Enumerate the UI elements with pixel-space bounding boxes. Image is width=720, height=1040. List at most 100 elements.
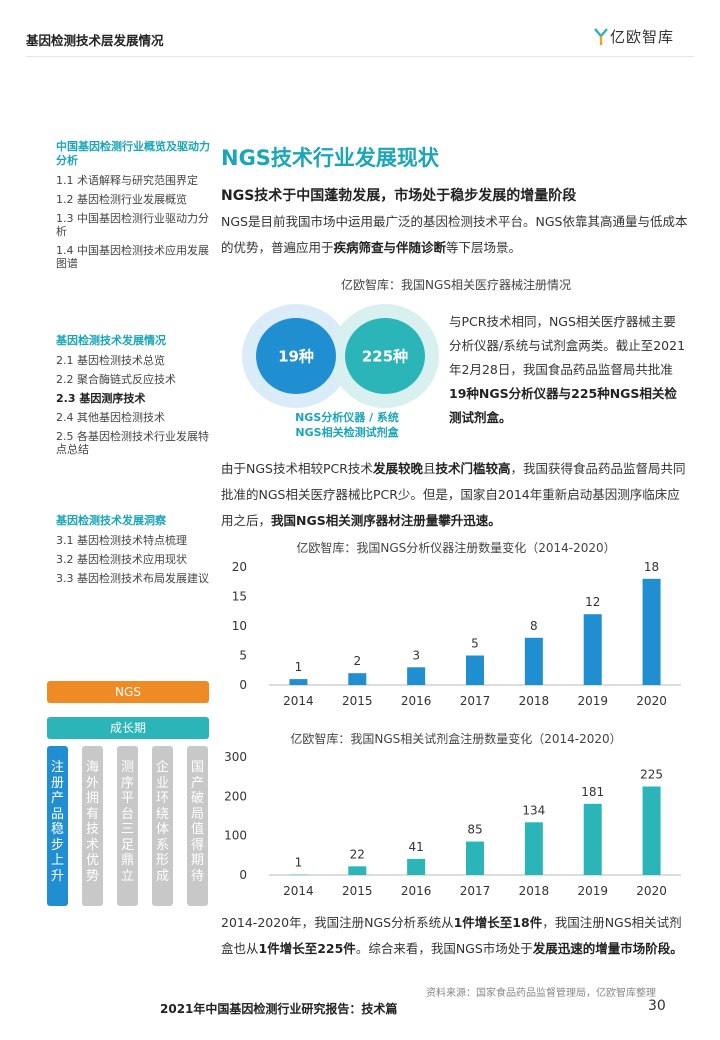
x-tick-label: 2014 — [283, 884, 314, 898]
y-tick-label: 0 — [239, 868, 247, 882]
bar — [466, 655, 484, 685]
sidebar-section-1: 中国基因检测行业概览及驱动力分析 1.1 术语解释与研究范围界定 1.2 基因检… — [56, 140, 211, 270]
sidebar-heading[interactable]: 中国基因检测行业概览及驱动力分析 — [56, 140, 210, 167]
page-number: 30 — [648, 998, 666, 1014]
sidebar-item[interactable]: 2.2 聚合酶链式反应技术 — [56, 373, 176, 386]
data-label: 18 — [644, 560, 659, 574]
bar — [524, 637, 543, 685]
feature-column: 注册产品稳步上升 — [47, 746, 68, 906]
source-note: 资料来源：国家食品药品监督管理局，亿欧智库整理 — [426, 988, 656, 999]
x-tick-label: 2016 — [401, 884, 432, 898]
x-tick-label: 2017 — [460, 884, 491, 898]
x-tick-label: 2015 — [342, 884, 373, 898]
bar — [289, 679, 308, 685]
x-tick-label: 2019 — [577, 884, 608, 898]
paragraph-3: 2014-2020年，我国注册NGS分析系统从1件增长至18件，我国注册NGS相… — [221, 915, 683, 956]
x-tick-label: 2020 — [636, 694, 667, 708]
sidebar-item[interactable]: 2.5 各基因检测技术行业发展特点总结 — [56, 430, 209, 456]
data-label: 134 — [522, 803, 545, 817]
feature-column: 企业环绕体系形成 — [152, 746, 173, 906]
chart2-title: 亿欧智库：我国NGS相关试剂盒注册数量变化（2014-2020） — [290, 732, 622, 746]
sidebar-item[interactable]: 2.4 其他基因检测技术 — [56, 411, 165, 424]
bar — [289, 874, 308, 876]
x-tick-label: 2018 — [519, 694, 550, 708]
x-tick-label: 2017 — [460, 694, 491, 708]
sidebar-item[interactable]: 1.4 中国基因检测技术应用发展图谱 — [56, 244, 209, 270]
y-tick-label: 5 — [239, 649, 247, 663]
venn-text: 与PCR技术相同，NGS相关医疗器械主要分析仪器/系统与试剂盒两类。截止至202… — [449, 314, 686, 425]
venn-legend-reagent: NGS相关检测试剂盒 — [295, 426, 399, 439]
bar — [524, 822, 543, 875]
chart1-title: 亿欧智库：我国NGS分析仪器注册数量变化（2014-2020） — [296, 541, 616, 555]
header-title: 基因检测技术层发展情况 — [26, 33, 164, 48]
feature-column: 测序平台三足鼎立 — [117, 746, 138, 906]
sidebar-item[interactable]: 2.1 基因检测技术总览 — [56, 354, 165, 367]
section-title: NGS技术行业发展现状 — [221, 146, 439, 170]
header-divider — [26, 56, 694, 57]
venn-legend: NGS分析仪器 / 系统 NGS相关检测试剂盒 — [262, 410, 432, 440]
sidebar-item-active[interactable]: 2.3 基因测序技术 — [56, 392, 146, 405]
sidebar-section-3: 基因检测技术发展洞察 3.1 基因检测技术特点梳理 3.2 基因检测技术应用现状… — [56, 514, 211, 585]
chart-instrument-registrations: 0 5 10 15 20 1 2014 2 2015 3 2016 5 2017 8 2018 12 2019 1… — [232, 560, 681, 708]
bar — [583, 803, 602, 875]
x-tick-label: 2018 — [519, 884, 550, 898]
feature-column: 国产破局值得期待 — [187, 746, 208, 906]
sidebar-item[interactable]: 1.2 基因检测行业发展概览 — [56, 193, 187, 206]
bar — [466, 841, 484, 875]
paragraph-2: 由于NGS技术相较PCR技术发展较晚且技术门槛较高，我国获得食品药品监督局共同批… — [221, 461, 686, 528]
data-label: 1 — [295, 660, 303, 674]
data-label: 12 — [585, 595, 600, 609]
x-tick-label: 2020 — [636, 884, 667, 898]
logo-text: 亿欧智库 — [610, 28, 675, 46]
venn-right-circle: 225种 — [345, 318, 425, 394]
logo-icon — [594, 27, 608, 45]
venn-caption: 亿欧智库：我国NGS相关医疗器械注册情况 — [341, 278, 571, 292]
footer-title: 2021年中国基因检测行业研究报告：技术篇 — [160, 1002, 398, 1016]
bar — [583, 614, 602, 685]
x-tick-label: 2015 — [342, 694, 373, 708]
data-label: 85 — [467, 823, 482, 837]
x-tick-label: 2019 — [577, 694, 608, 708]
data-label: 2 — [353, 654, 361, 668]
sidebar-item[interactable]: 3.2 基因检测技术应用现状 — [56, 553, 187, 566]
y-tick-label: 200 — [224, 789, 247, 803]
sidebar-heading[interactable]: 基因检测技术发展洞察 — [56, 514, 166, 527]
venn-left-circle: 19种 — [256, 318, 336, 394]
section-subhead: NGS技术于中国蓬勃发展，市场处于稳步发展的增量阶段 — [221, 188, 577, 204]
bar — [348, 866, 367, 875]
venn-left-value: 19种 — [278, 347, 314, 366]
data-label: 225 — [640, 768, 663, 782]
bar — [642, 786, 661, 875]
feature-column: 海外拥有技术优势 — [82, 746, 103, 906]
sidebar-item[interactable]: 3.1 基因检测技术特点梳理 — [56, 534, 187, 547]
venn-right-value: 225种 — [361, 347, 409, 366]
y-tick-label: 10 — [232, 619, 247, 633]
sidebar-item[interactable]: 1.1 术语解释与研究范围界定 — [56, 174, 198, 187]
sidebar-item[interactable]: 3.3 基因检测技术布局发展建议 — [56, 572, 209, 585]
sidebar-heading[interactable]: 基因检测技术发展情况 — [56, 334, 166, 347]
data-label: 181 — [581, 785, 604, 799]
data-label: 22 — [350, 847, 365, 861]
sidebar-section-2: 基因检测技术发展情况 2.1 基因检测技术总览 2.2 聚合酶链式反应技术 2.… — [56, 334, 211, 456]
y-tick-label: 100 — [224, 829, 247, 843]
bar — [642, 578, 661, 685]
data-label: 8 — [530, 619, 538, 633]
x-tick-label: 2014 — [283, 694, 314, 708]
venn-legend-instrument: NGS分析仪器 / 系统 — [295, 411, 399, 424]
y-tick-label: 20 — [232, 560, 247, 574]
y-tick-label: 0 — [239, 678, 247, 692]
ngs-tag: NGS — [47, 681, 209, 703]
sidebar-item[interactable]: 1.3 中国基因检测行业驱动力分析 — [56, 212, 209, 238]
data-label: 5 — [471, 637, 479, 651]
bar — [407, 858, 426, 875]
data-label: 1 — [295, 856, 303, 870]
logo: 亿欧智库 — [594, 26, 674, 47]
intro-paragraph: NGS是目前我国市场中运用最广泛的基因检测技术平台。NGS依靠其高通量与低成本的… — [221, 214, 688, 255]
bar — [348, 673, 367, 685]
chart-reagent-registrations: 0 100 200 300 1 2014 22 2015 41 2016 85 2017 134 2018… — [224, 750, 681, 898]
data-label: 3 — [412, 648, 420, 662]
y-tick-label: 300 — [224, 750, 247, 764]
y-tick-label: 15 — [232, 590, 247, 604]
x-tick-label: 2016 — [401, 694, 432, 708]
data-label: 41 — [409, 840, 424, 854]
